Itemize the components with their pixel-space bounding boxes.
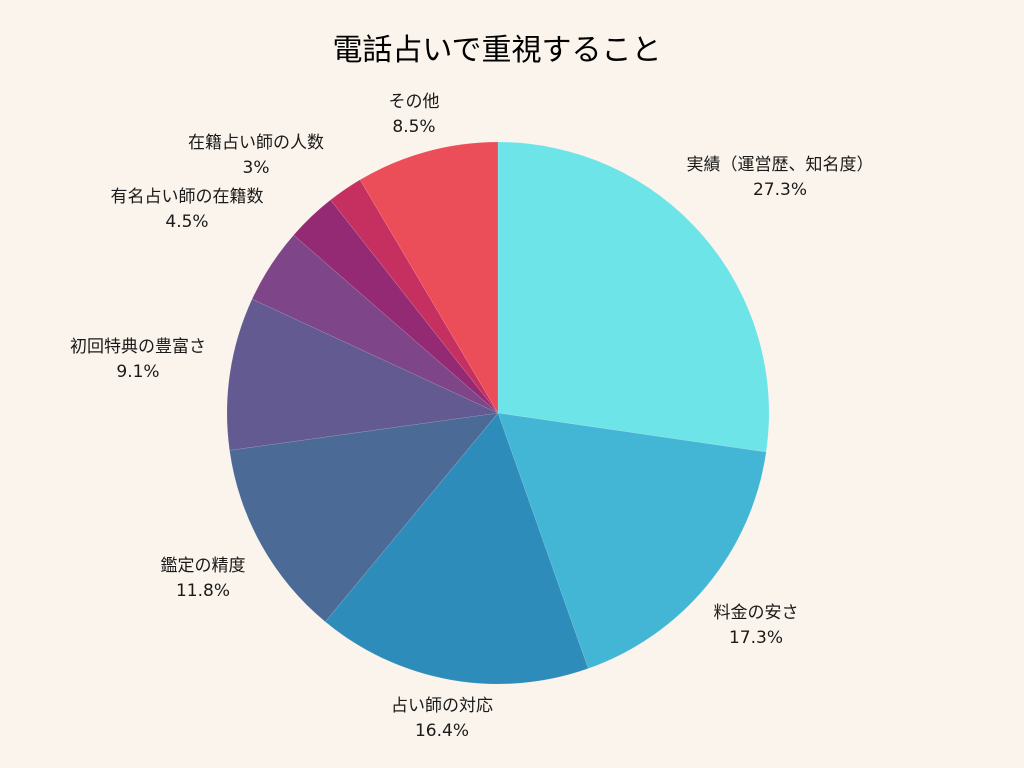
slice-label: 在籍占い師の人数 — [188, 133, 324, 153]
pie-labels: 実績（運営歴、知名度） 27.3% 料金の安さ 17.3% 占い師の対応 16.4% 鑑定の… — [70, 92, 874, 741]
slice-label: 実績（運営歴、知名度） — [687, 155, 874, 175]
slice-value-label: 27.3% — [753, 180, 807, 200]
slice-value-label: 3% — [243, 158, 270, 178]
slice-value-label: 4.5% — [165, 212, 208, 232]
slice-value-label: 9.1% — [116, 362, 159, 382]
pie-slices — [226, 141, 770, 685]
pie-slice — [497, 141, 770, 453]
slice-label: 鑑定の精度 — [161, 556, 246, 576]
slice-value-label: 11.8% — [176, 581, 230, 601]
pie-slice — [226, 298, 500, 451]
slice-label: 初回特典の豊富さ — [70, 337, 206, 357]
slice-value-label: 16.4% — [415, 721, 469, 741]
slice-label: 占い師の対応 — [391, 696, 493, 716]
pie-slice — [324, 412, 589, 685]
slice-label: 料金の安さ — [714, 603, 799, 623]
chart-title: 電話占いで重視すること — [332, 33, 661, 68]
slice-label: その他 — [389, 92, 440, 112]
pie-slice — [229, 412, 499, 623]
slice-value-label: 8.5% — [392, 117, 435, 137]
slice-value-label: 17.3% — [729, 628, 783, 648]
pie-slice — [330, 179, 499, 414]
pie-slice — [251, 234, 499, 414]
pie-slice — [359, 141, 499, 415]
pie-slice — [293, 199, 499, 414]
slice-label: 有名占い師の在籍数 — [111, 187, 264, 207]
pie-slice — [497, 412, 767, 669]
